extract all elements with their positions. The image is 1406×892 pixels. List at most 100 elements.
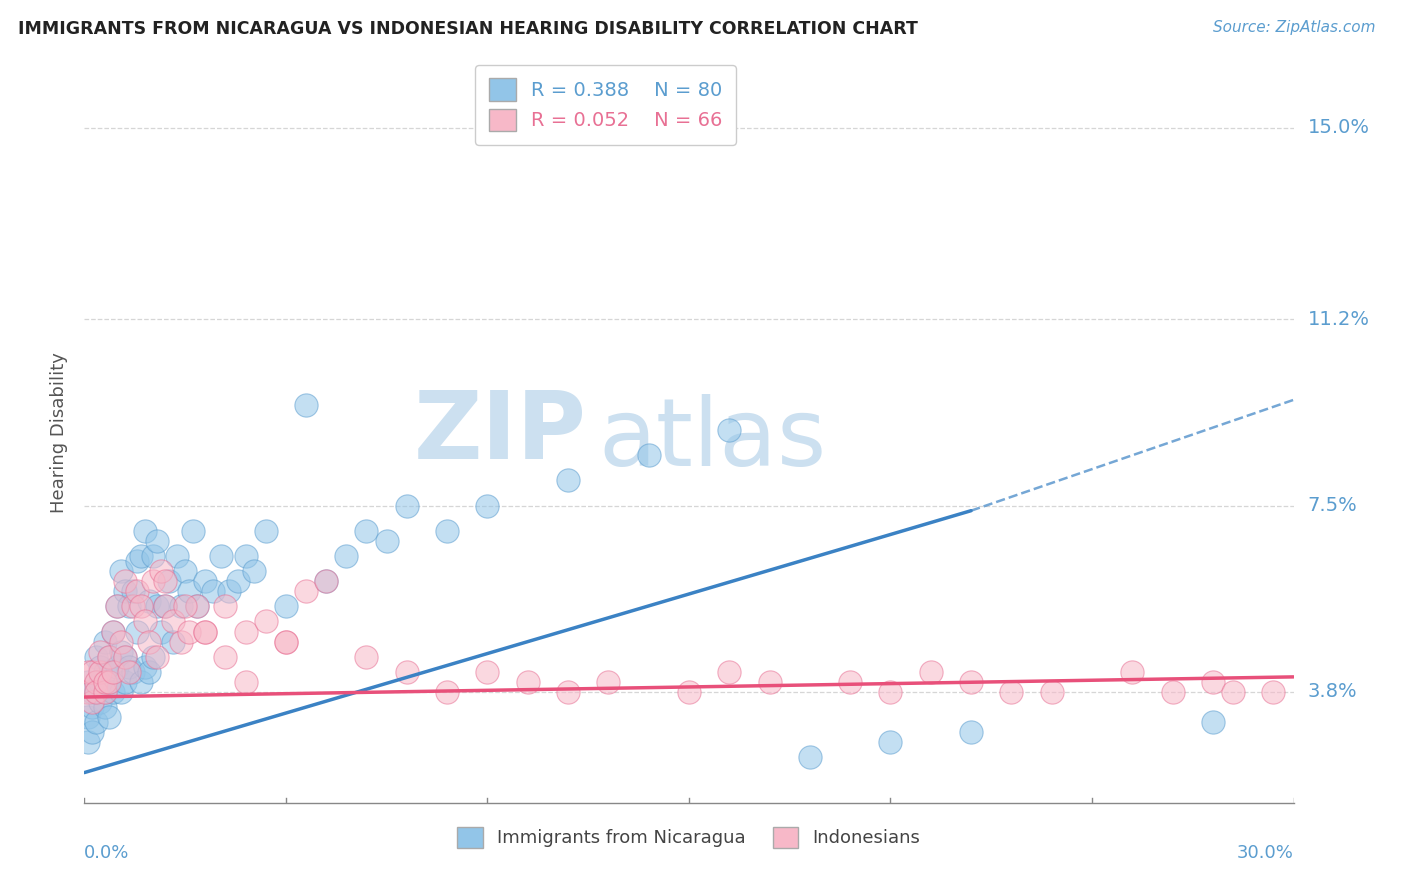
Point bbox=[118, 665, 141, 679]
Point bbox=[174, 564, 197, 578]
Point bbox=[93, 685, 115, 699]
Point bbox=[89, 695, 111, 709]
Point bbox=[436, 685, 458, 699]
Point bbox=[110, 564, 132, 578]
Point bbox=[920, 665, 942, 679]
Point bbox=[153, 599, 176, 614]
Point bbox=[121, 584, 143, 599]
Y-axis label: Hearing Disability: Hearing Disability bbox=[49, 352, 67, 513]
Point bbox=[121, 599, 143, 614]
Point bbox=[186, 599, 208, 614]
Point bbox=[557, 474, 579, 488]
Point bbox=[121, 665, 143, 679]
Text: 30.0%: 30.0% bbox=[1237, 844, 1294, 862]
Point bbox=[142, 649, 165, 664]
Point bbox=[134, 660, 156, 674]
Point bbox=[242, 564, 264, 578]
Point bbox=[77, 735, 100, 749]
Point bbox=[89, 645, 111, 659]
Point bbox=[557, 685, 579, 699]
Point bbox=[960, 674, 983, 689]
Point bbox=[93, 674, 115, 689]
Point bbox=[110, 634, 132, 648]
Point bbox=[315, 574, 337, 589]
Point bbox=[879, 685, 901, 699]
Point bbox=[274, 634, 297, 648]
Point bbox=[166, 549, 188, 563]
Text: 0.0%: 0.0% bbox=[84, 844, 129, 862]
Point bbox=[274, 634, 297, 648]
Text: 7.5%: 7.5% bbox=[1308, 496, 1357, 516]
Point bbox=[235, 674, 257, 689]
Point bbox=[179, 624, 201, 639]
Point bbox=[82, 725, 104, 739]
Point bbox=[356, 524, 378, 538]
Point bbox=[114, 674, 136, 689]
Point bbox=[214, 599, 236, 614]
Point bbox=[153, 599, 176, 614]
Point bbox=[315, 574, 337, 589]
Point bbox=[118, 660, 141, 674]
Point bbox=[194, 574, 217, 589]
Point bbox=[162, 615, 184, 629]
Point bbox=[1263, 685, 1285, 699]
Point bbox=[86, 685, 108, 699]
Point bbox=[86, 674, 108, 689]
Point bbox=[170, 599, 193, 614]
Point bbox=[202, 584, 225, 599]
Point bbox=[1202, 674, 1225, 689]
Point bbox=[125, 584, 148, 599]
Point bbox=[395, 499, 418, 513]
Point bbox=[153, 574, 176, 589]
Text: ZIP: ZIP bbox=[413, 386, 586, 479]
Point bbox=[101, 624, 124, 639]
Point bbox=[118, 599, 141, 614]
Point bbox=[114, 649, 136, 664]
Point bbox=[214, 649, 236, 664]
Point bbox=[125, 624, 148, 639]
Point bbox=[174, 599, 197, 614]
Point bbox=[97, 710, 120, 724]
Point bbox=[179, 584, 201, 599]
Point bbox=[274, 599, 297, 614]
Point bbox=[125, 554, 148, 568]
Point bbox=[93, 685, 115, 699]
Point bbox=[295, 584, 318, 599]
Text: Source: ZipAtlas.com: Source: ZipAtlas.com bbox=[1212, 20, 1375, 35]
Point bbox=[93, 700, 115, 714]
Point bbox=[97, 674, 120, 689]
Point bbox=[129, 599, 152, 614]
Point bbox=[129, 674, 152, 689]
Point bbox=[105, 599, 128, 614]
Point bbox=[82, 695, 104, 709]
Point bbox=[194, 624, 217, 639]
Point bbox=[879, 735, 901, 749]
Point bbox=[89, 660, 111, 674]
Point bbox=[718, 423, 741, 437]
Point bbox=[138, 665, 160, 679]
Point bbox=[157, 574, 180, 589]
Point bbox=[477, 499, 499, 513]
Text: 11.2%: 11.2% bbox=[1308, 310, 1369, 329]
Point bbox=[86, 685, 108, 699]
Point bbox=[138, 634, 160, 648]
Point bbox=[77, 665, 100, 679]
Legend: Immigrants from Nicaragua, Indonesians: Immigrants from Nicaragua, Indonesians bbox=[449, 818, 929, 856]
Point bbox=[218, 584, 240, 599]
Point bbox=[146, 533, 169, 548]
Point bbox=[77, 710, 100, 724]
Point bbox=[436, 524, 458, 538]
Point bbox=[93, 665, 115, 679]
Point bbox=[181, 524, 204, 538]
Point bbox=[162, 634, 184, 648]
Point bbox=[146, 649, 169, 664]
Point bbox=[101, 665, 124, 679]
Text: IMMIGRANTS FROM NICARAGUA VS INDONESIAN HEARING DISABILITY CORRELATION CHART: IMMIGRANTS FROM NICARAGUA VS INDONESIAN … bbox=[18, 20, 918, 37]
Point bbox=[110, 685, 132, 699]
Point bbox=[170, 634, 193, 648]
Point bbox=[101, 665, 124, 679]
Point bbox=[235, 549, 257, 563]
Point bbox=[114, 584, 136, 599]
Point bbox=[149, 564, 172, 578]
Point bbox=[134, 524, 156, 538]
